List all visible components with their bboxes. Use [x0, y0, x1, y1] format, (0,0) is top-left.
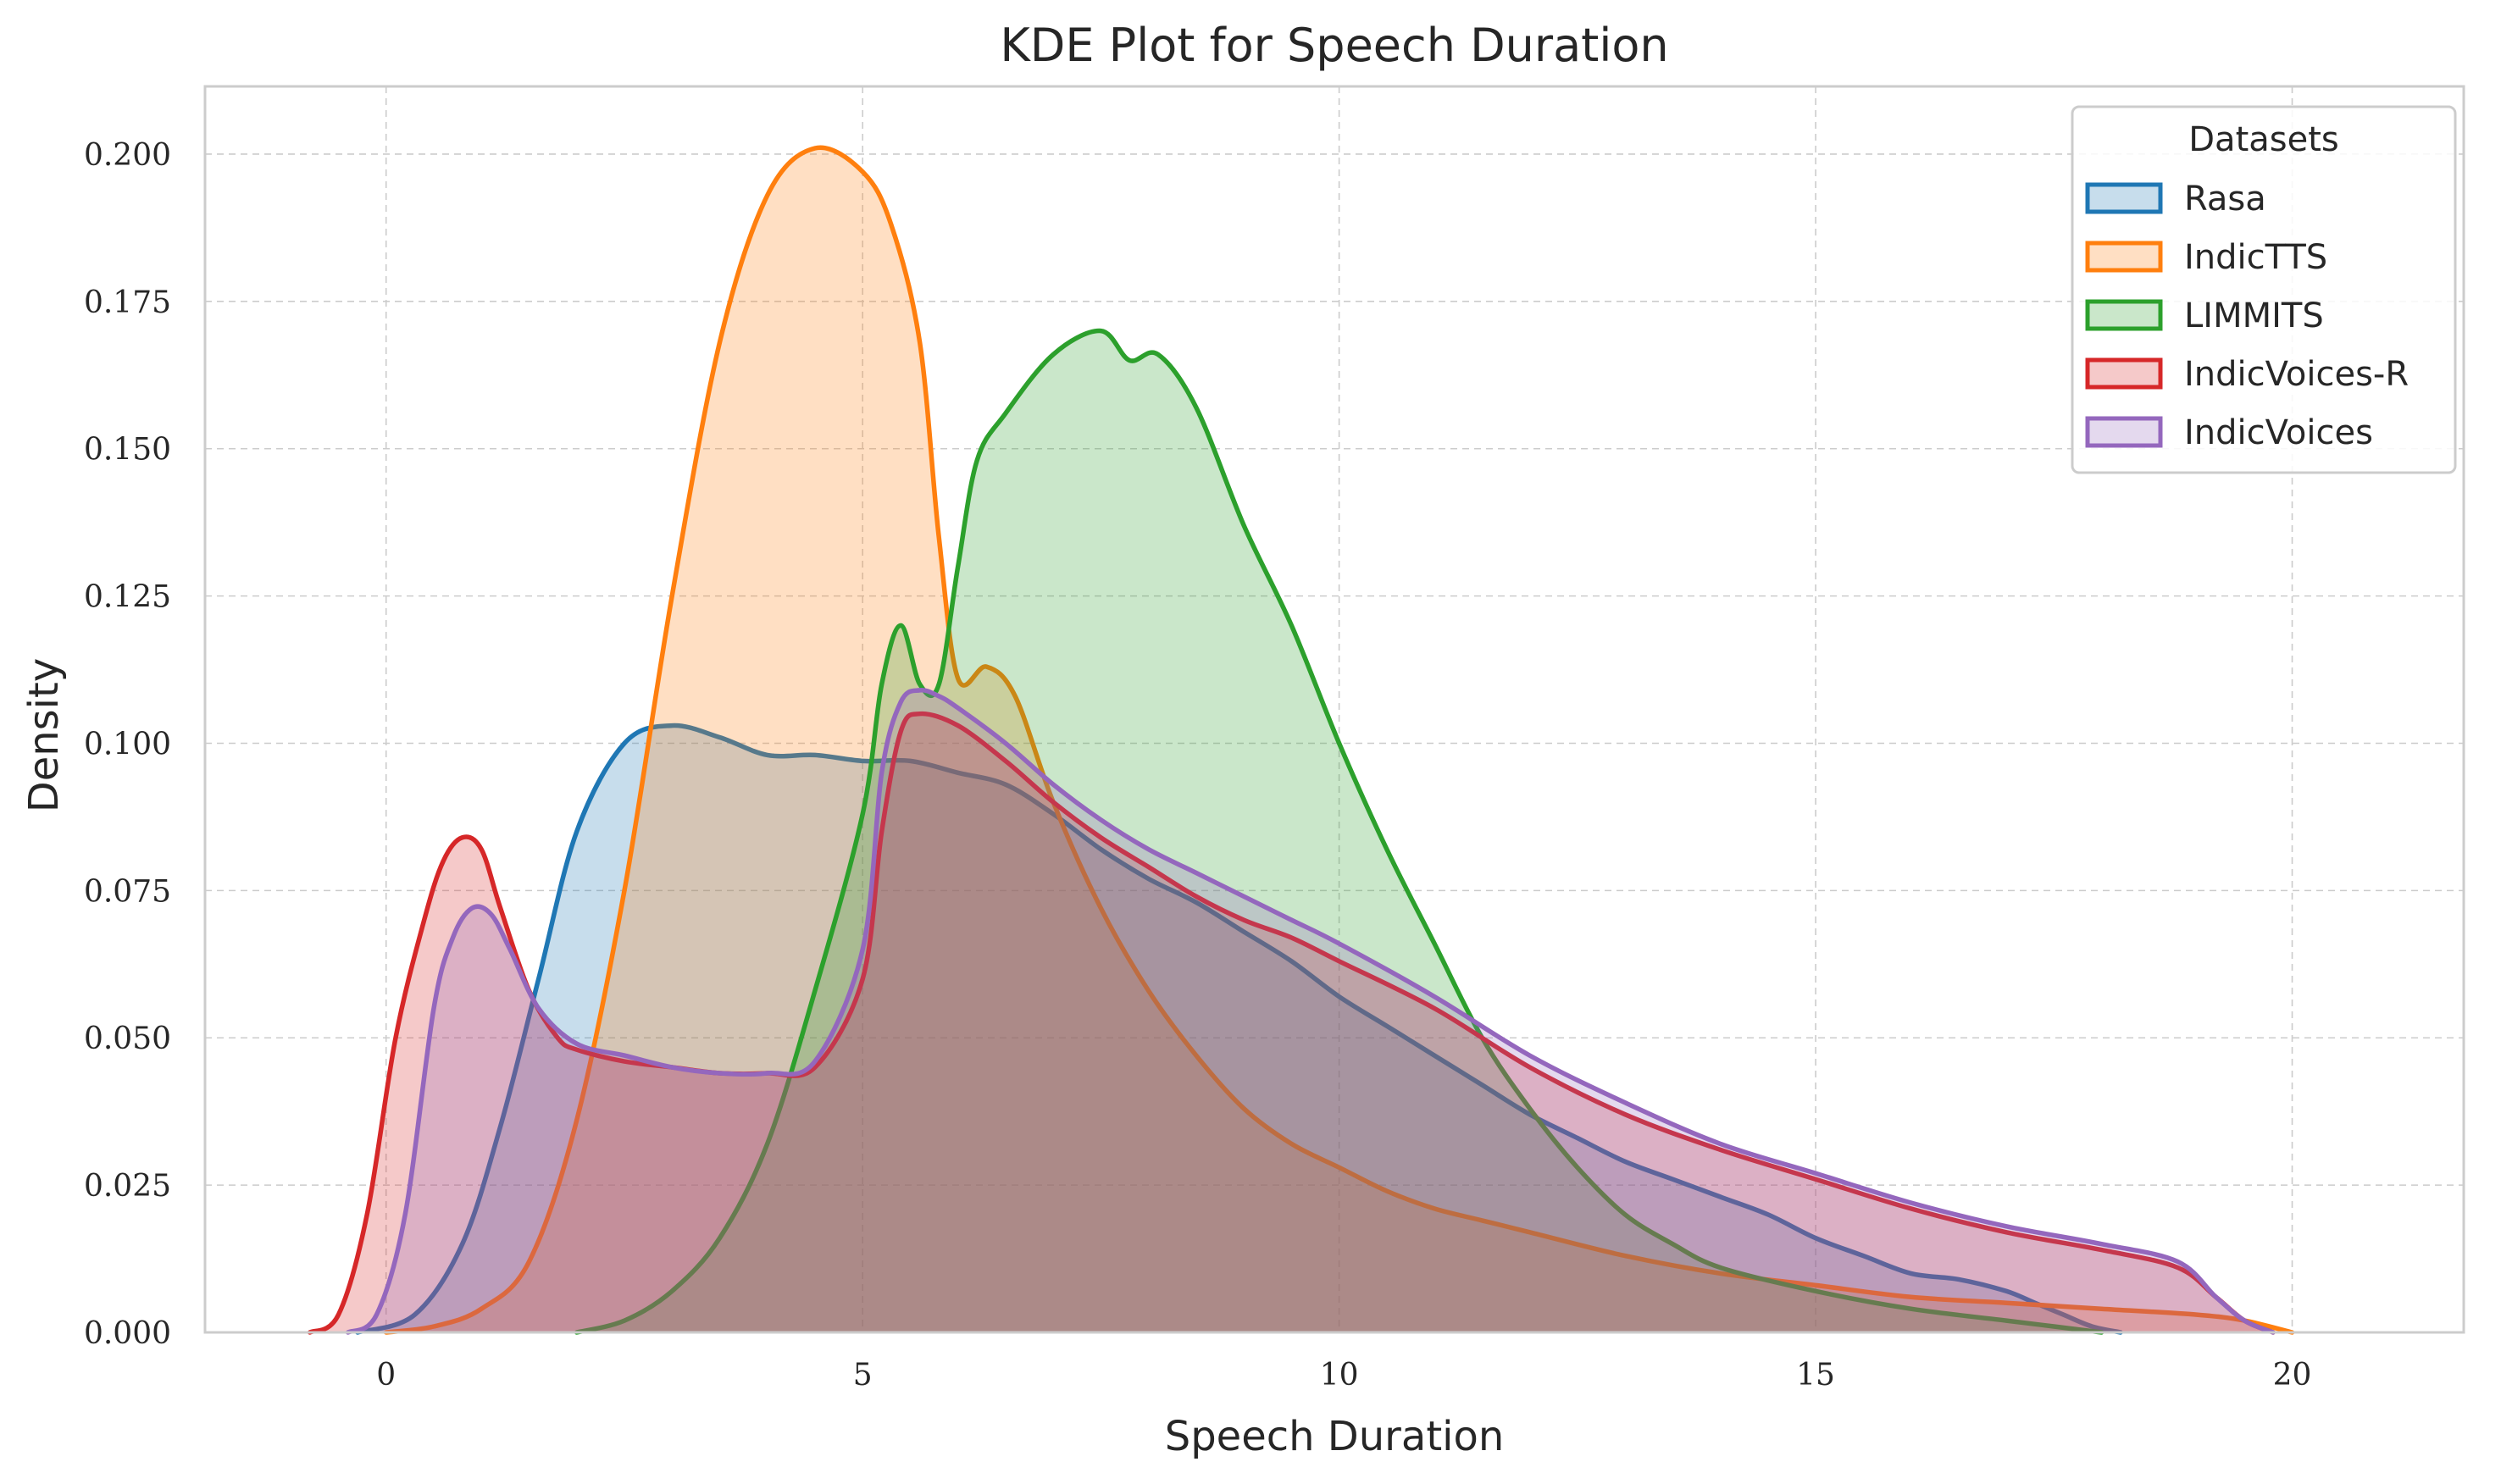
y-tick-label: 0.000 [84, 1316, 171, 1351]
legend-box [2071, 105, 2457, 474]
y-tick-label: 0.075 [84, 874, 171, 909]
legend-swatch-indicvoices-r [2085, 357, 2163, 390]
legend-title: Datasets [2188, 120, 2338, 159]
legend-label-indicvoices: IndicVoices [2184, 413, 2373, 452]
x-tick-label: 5 [853, 1358, 873, 1393]
legend-label-indicvoices-r: IndicVoices-R [2184, 355, 2409, 394]
y-tick-label: 0.175 [84, 285, 171, 320]
x-tick-label: 15 [1796, 1358, 1835, 1393]
line-indicvoices [345, 687, 2276, 1335]
ticks: 0 5 10 15 20 0.000 0.025 0.050 0.075 0.100 0.125 0.… [84, 138, 2311, 1393]
line-limmits [574, 328, 2104, 1335]
legend-swatch-indicvoices [2085, 416, 2163, 448]
area-indicvoices [347, 689, 2274, 1332]
y-tick-label: 0.125 [84, 580, 171, 615]
x-axis-label: Speech Duration [1165, 1413, 1505, 1460]
legend-label-indictts: IndicTTS [2184, 238, 2327, 277]
line-rasa [355, 723, 2123, 1335]
series-layer [307, 145, 2295, 1335]
plot-frame [203, 85, 2465, 1334]
legend-label-limmits: LIMMITS [2184, 296, 2324, 335]
legend-swatch-indictts [2085, 241, 2163, 273]
y-tick-label: 0.200 [84, 138, 171, 173]
area-indicvoices-r [309, 713, 2274, 1332]
y-tick-label: 0.050 [84, 1022, 171, 1056]
legend-swatch-rasa [2085, 182, 2163, 214]
x-tick-label: 10 [1320, 1358, 1359, 1393]
y-tick-label: 0.025 [84, 1169, 171, 1204]
y-axis-label: Density [20, 658, 68, 812]
legend-label-rasa: Rasa [2184, 180, 2266, 219]
y-tick-label: 0.100 [84, 727, 171, 761]
area-rasa [358, 725, 2121, 1332]
line-indicvoices-r [307, 711, 2276, 1335]
y-tick-label: 0.150 [84, 433, 171, 468]
legend: Datasets Rasa IndicTTS LIMMITS IndicVoices-R… [2071, 105, 2457, 474]
area-indictts [385, 147, 2293, 1332]
x-tick-label: 20 [2273, 1358, 2312, 1393]
legend-swatch-limmits [2085, 299, 2163, 331]
x-tick-label: 0 [376, 1358, 396, 1393]
chart-title: KDE Plot for Speech Duration [1000, 19, 1668, 72]
